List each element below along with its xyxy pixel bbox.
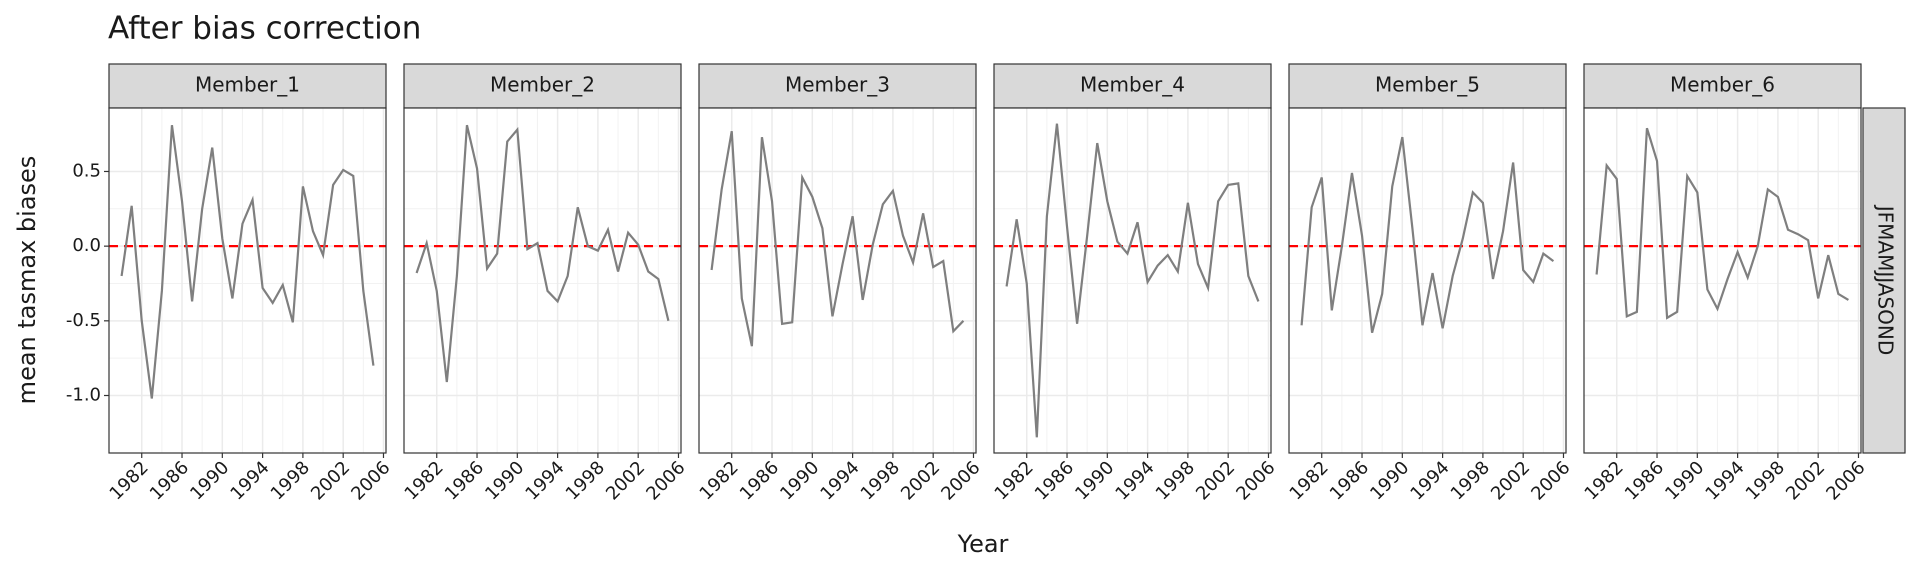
x-tick-label: 2002 [897,457,944,504]
facet-label: Member_2 [490,73,595,97]
facet-strip [1288,63,1567,109]
x-tick-label: 1998 [267,457,314,504]
facet-strip [1583,63,1862,109]
x-tick-label: 1990 [1366,457,1413,504]
x-tick-label: 1986 [736,457,783,504]
data-line [120,125,375,399]
x-tick-label: 2006 [347,457,394,504]
x-tick-label: 1986 [146,457,193,504]
x-tick-label: 1998 [1447,457,1494,504]
x-tick-label: 1982 [401,457,448,504]
chart-title: After bias correction [108,11,421,47]
panel-bg [404,108,681,453]
x-tick-label: 1998 [562,457,609,504]
panel-border [1288,107,1567,454]
x-tick-label: 2002 [602,457,649,504]
panel-bg [1584,108,1861,453]
row-label: JFMAMJJASOND [1874,204,1898,356]
data-line [1595,127,1849,320]
x-tick-label: 1994 [1701,457,1748,504]
x-tick-label: 1982 [991,457,1038,504]
x-tick-label: 2006 [642,457,689,504]
x-tick-label: 1990 [776,457,823,504]
x-tick-label: 1982 [1286,457,1333,504]
facet-strip [403,63,682,109]
panel-border [108,107,387,454]
x-tick-label: 2002 [1782,457,1829,504]
panel-border [698,107,977,454]
x-tick-label: 1986 [441,457,488,504]
facet-strip [698,63,977,109]
facet-label: Member_3 [785,73,890,97]
x-tick-label: 1994 [226,457,273,504]
x-tick-label: 1990 [186,457,233,504]
y-axis-title: mean tasmax biases [13,156,41,405]
x-tick-label: 2006 [1822,457,1869,504]
x-tick-label: 1982 [1581,457,1628,504]
panel-border [1583,107,1862,454]
x-tick-label: 1986 [1326,457,1373,504]
panel-border [403,107,682,454]
x-tick-label: 1986 [1621,457,1668,504]
x-tick-label: 2002 [1192,457,1239,504]
y-tick-label: -1.0 [66,385,101,406]
x-tick-label: 2006 [1527,457,1574,504]
data-line [1005,123,1260,438]
y-tick-label: 0.0 [72,235,101,256]
x-tick-label: 1986 [1031,457,1078,504]
x-tick-label: 1994 [521,457,568,504]
facet-label: Member_1 [195,73,300,97]
x-tick-label: 2002 [307,457,354,504]
facet-strip [108,63,387,109]
facet-label: Member_6 [1670,73,1775,97]
x-tick-label: 2006 [1232,457,1279,504]
x-tick-label: 1990 [481,457,528,504]
data-line [1300,136,1555,334]
panel-border [993,107,1272,454]
x-tick-label: 1990 [1071,457,1118,504]
x-tick-label: 1990 [1661,457,1708,504]
x-tick-label: 2006 [937,457,984,504]
data-line [415,124,670,383]
x-tick-label: 1998 [1152,457,1199,504]
y-tick-label: 0.5 [72,160,101,181]
x-tick-label: 1982 [106,457,153,504]
x-tick-label: 1998 [857,457,904,504]
x-tick-label: 1982 [696,457,743,504]
data-line [710,130,965,347]
facet-label: Member_5 [1375,73,1480,97]
x-tick-label: 1998 [1742,457,1789,504]
y-tick-label: -0.5 [66,310,101,331]
panel-bg [109,108,386,453]
x-axis-title: Year [957,530,1009,558]
x-tick-label: 1994 [1111,457,1158,504]
row-strip [1862,107,1906,454]
facet-label: Member_4 [1080,73,1185,97]
x-tick-label: 1994 [1406,457,1453,504]
x-tick-label: 2002 [1487,457,1534,504]
x-tick-label: 1994 [816,457,863,504]
